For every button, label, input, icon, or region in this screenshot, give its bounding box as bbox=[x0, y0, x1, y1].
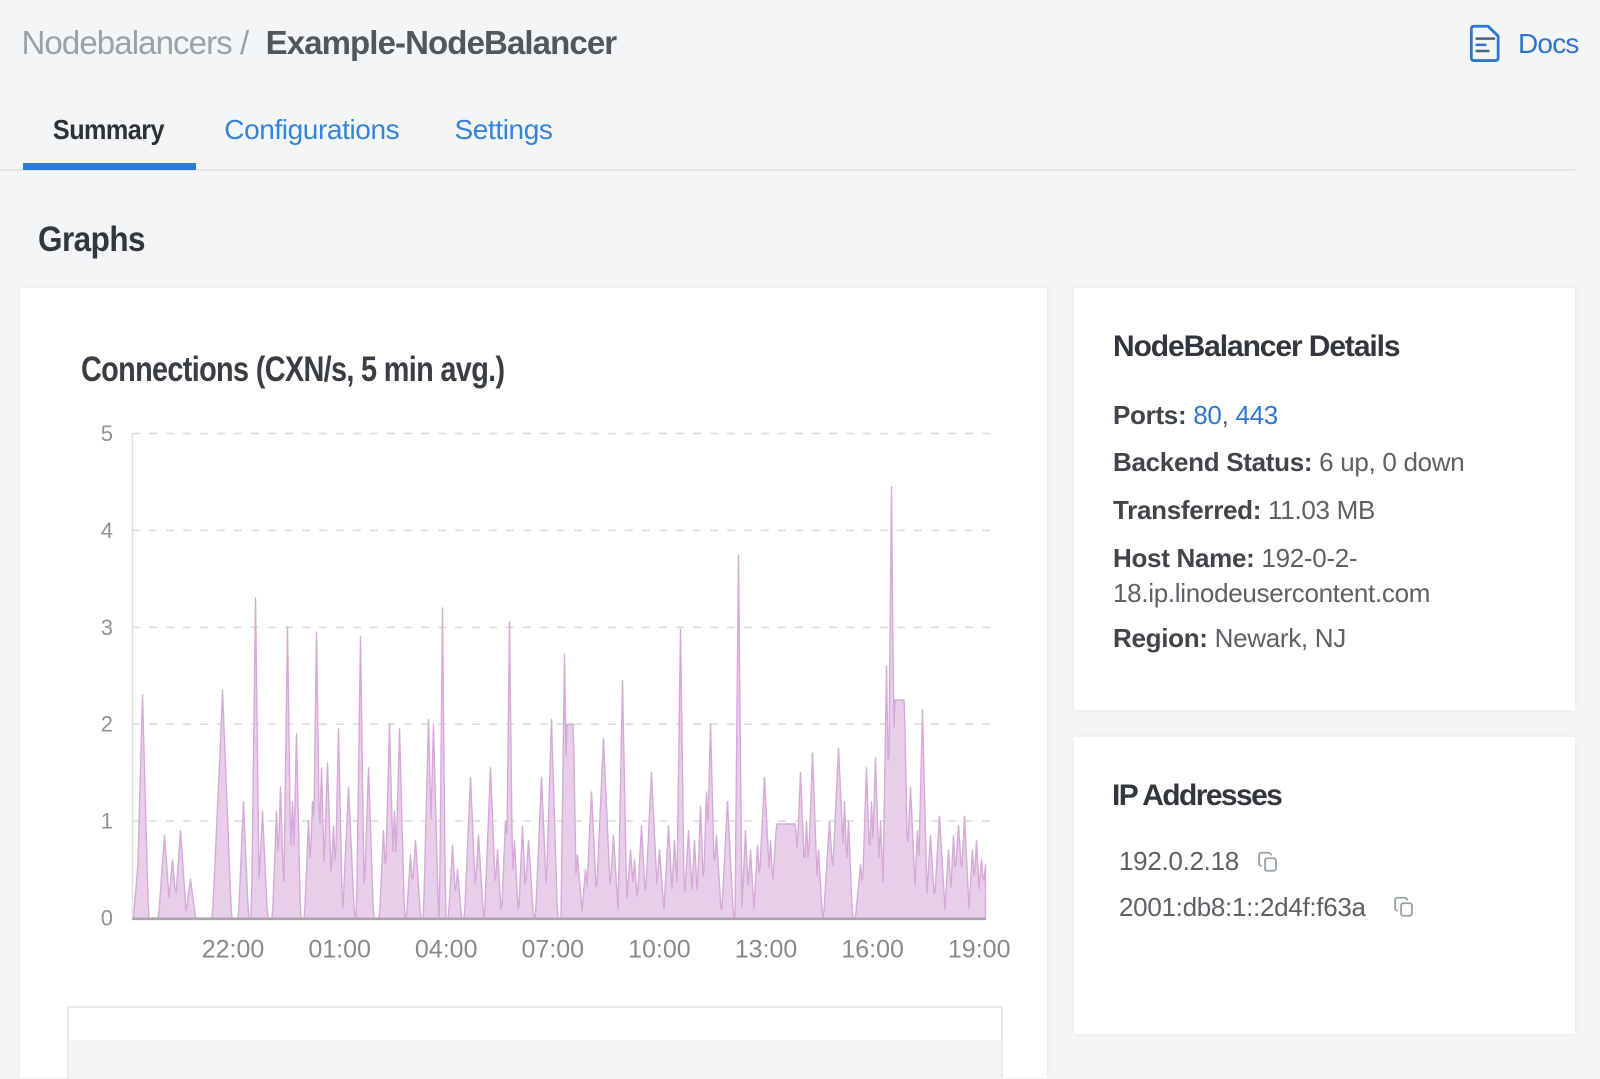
svg-text:22:00: 22:00 bbox=[201, 936, 264, 964]
svg-text:4: 4 bbox=[100, 518, 112, 543]
svg-text:19:00: 19:00 bbox=[947, 936, 1010, 964]
svg-text:0: 0 bbox=[100, 906, 112, 931]
svg-text:13:00: 13:00 bbox=[734, 936, 797, 964]
svg-text:3: 3 bbox=[100, 615, 112, 640]
svg-text:1: 1 bbox=[100, 809, 112, 834]
svg-text:01:00: 01:00 bbox=[308, 936, 371, 964]
svg-text:2: 2 bbox=[100, 712, 112, 737]
svg-text:10:00: 10:00 bbox=[628, 936, 691, 964]
svg-text:04:00: 04:00 bbox=[414, 936, 477, 964]
svg-text:07:00: 07:00 bbox=[521, 936, 584, 964]
svg-text:5: 5 bbox=[100, 421, 112, 446]
svg-text:16:00: 16:00 bbox=[841, 936, 904, 964]
